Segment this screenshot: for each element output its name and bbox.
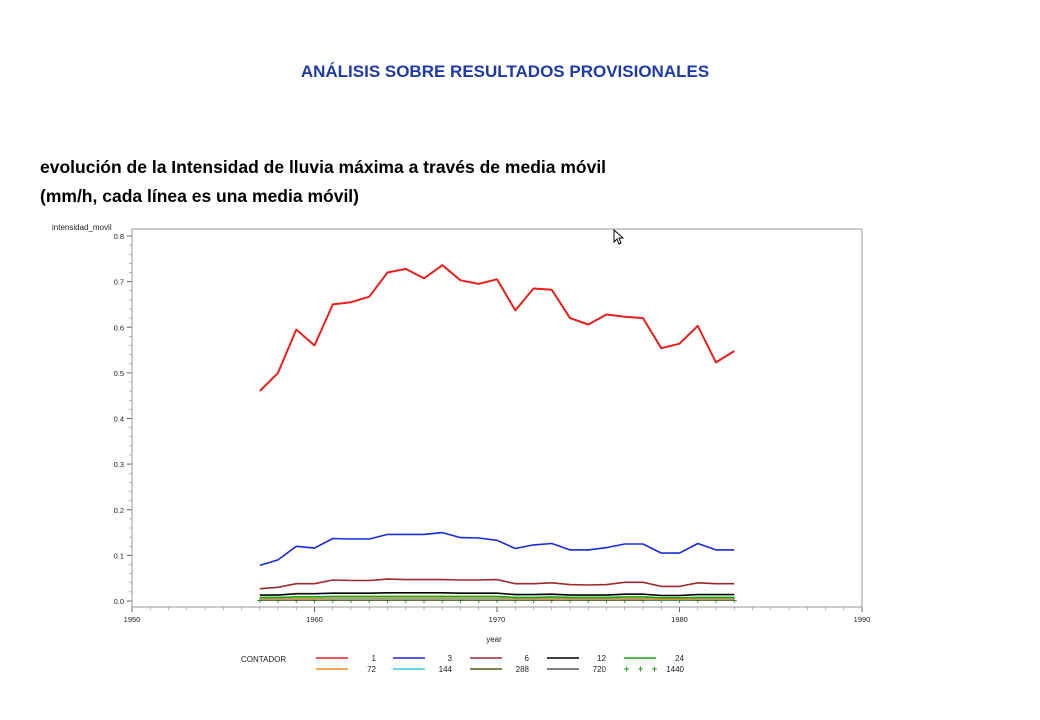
subtitle-line-2: (mm/h, cada línea es una media móvil) [40, 186, 359, 206]
y-axis-label: intensidad_movil [52, 223, 112, 232]
x-tick-label: 1990 [854, 615, 871, 624]
slide-subtitle: evolución de la Intensidad de lluvia máx… [40, 153, 940, 211]
legend-label-72: 72 [367, 665, 376, 674]
series-line-6 [259, 578, 735, 590]
legend-label-720: 720 [593, 665, 607, 674]
series-line-1 [259, 264, 735, 392]
slide-title: ANÁLISIS SOBRE RESULTADOS PROVISIONALES [300, 62, 710, 81]
legend-label-12: 12 [597, 654, 606, 663]
x-tick-label: 1960 [306, 615, 323, 624]
legend-label-1440: 1440 [666, 665, 684, 674]
legend-swatch-1440 [624, 666, 629, 672]
legend-label-6: 6 [525, 654, 530, 663]
y-tick-label: 0.4 [114, 415, 124, 424]
series-line-3 [259, 531, 735, 567]
legend-swatch-1440 [652, 666, 657, 672]
series-group [257, 264, 737, 604]
x-tick-label: 1950 [124, 615, 141, 624]
plot-frame [131, 228, 863, 608]
y-tick-label: 0.0 [114, 597, 124, 606]
legend: 1 3 6 12 24 72 144 288 720 1440 [316, 654, 685, 674]
y-tick-label: 0.5 [114, 369, 124, 378]
x-tick-label: 1970 [489, 615, 506, 624]
legend-label-144: 144 [439, 665, 453, 674]
legend-label-24: 24 [675, 654, 684, 663]
y-tick-label: 0.1 [114, 551, 124, 560]
x-tick-label: 1980 [671, 615, 688, 624]
legend-label-3: 3 [448, 654, 453, 663]
subtitle-line-1: evolución de la Intensidad de lluvia máx… [40, 157, 607, 177]
mouse-cursor-icon [613, 229, 625, 245]
series-line-12 [259, 591, 735, 597]
legend-swatch-1440 [638, 666, 643, 672]
x-axis-label: year [486, 635, 502, 644]
series-line-24 [259, 595, 735, 599]
y-tick-label: 0.7 [114, 278, 124, 287]
axes: 0.0 0.1 0.2 0.3 0.4 0.5 0.6 0.7 0.8 1950 1960 1970 1… [114, 232, 871, 624]
legend-label-288: 288 [516, 665, 530, 674]
series-line-72 [259, 597, 735, 601]
y-tick-label: 0.8 [114, 232, 124, 241]
y-tick-label: 0.6 [114, 323, 124, 332]
y-tick-label: 0.2 [114, 506, 124, 515]
y-tick-label: 0.3 [114, 460, 124, 469]
legend-label-1: 1 [372, 654, 377, 663]
legend-title: CONTADOR [241, 655, 286, 664]
